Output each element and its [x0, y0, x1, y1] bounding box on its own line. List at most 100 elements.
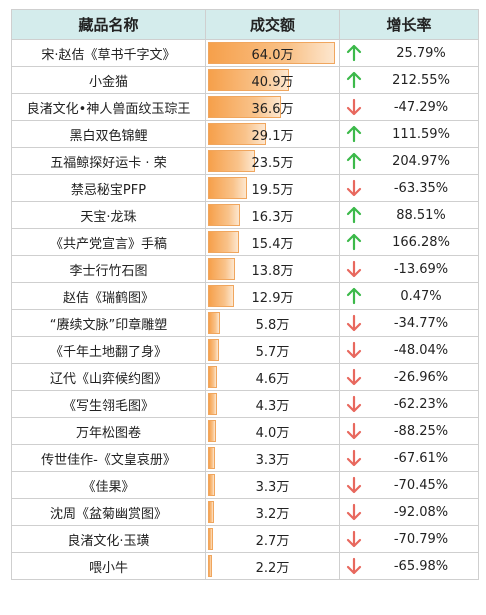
volume-bar — [208, 393, 217, 415]
growth-cell: -62.23% — [339, 390, 479, 418]
growth-value: -65.98% — [393, 558, 449, 574]
collectible-name: “赓续文脉”印章雕塑 — [11, 309, 206, 337]
volume-cell: 3.3万 — [205, 471, 340, 499]
arrow-down-icon — [346, 557, 362, 575]
arrow-up-icon — [346, 233, 362, 251]
growth-cell: -92.08% — [339, 498, 479, 526]
collectible-name: 良渚文化·玉璜 — [11, 525, 206, 553]
table-row: 李士行竹石图 13.8万 -13.69% — [11, 255, 479, 283]
volume-bar — [208, 258, 236, 280]
volume-cell: 15.4万 — [205, 228, 340, 256]
growth-cell: 204.97% — [339, 147, 479, 175]
table-row: 万年松图卷 4.0万 -88.25% — [11, 417, 479, 445]
collectible-name: 《千年土地翻了身》 — [11, 336, 206, 364]
volume-cell: 36.6万 — [205, 93, 340, 121]
table-row: 传世佳作-《文皇哀册》 3.3万 -67.61% — [11, 444, 479, 472]
table-row: 《千年土地翻了身》 5.7万 -48.04% — [11, 336, 479, 364]
volume-value: 13.8万 — [251, 263, 294, 279]
collectible-name: 宋·赵佶《草书千字文》 — [11, 39, 206, 67]
table-row: 赵佶《瑞鹤图》 12.9万 0.47% — [11, 282, 479, 310]
volume-bar — [208, 231, 239, 253]
volume-cell: 3.2万 — [205, 498, 340, 526]
growth-cell: -47.29% — [339, 93, 479, 121]
volume-cell: 19.5万 — [205, 174, 340, 202]
arrow-down-icon — [346, 476, 362, 494]
growth-cell: 111.59% — [339, 120, 479, 148]
collectible-name: 良渚文化•神人兽面纹玉琮王 — [11, 93, 206, 121]
header-row: 藏品名称 成交额 增长率 — [11, 9, 479, 40]
volume-value: 19.5万 — [251, 182, 294, 198]
arrow-down-icon — [346, 314, 362, 332]
arrow-up-icon — [346, 287, 362, 305]
table-row: 辽代《山弈候约图》 4.6万 -26.96% — [11, 363, 479, 391]
growth-cell: 25.79% — [339, 39, 479, 67]
arrow-down-icon — [346, 395, 362, 413]
arrow-down-icon — [346, 530, 362, 548]
growth-value: 166.28% — [392, 234, 450, 250]
volume-bar — [208, 123, 266, 145]
volume-bar — [208, 177, 247, 199]
volume-value: 4.3万 — [255, 398, 290, 414]
table-row: “赓续文脉”印章雕塑 5.8万 -34.77% — [11, 309, 479, 337]
growth-cell: 88.51% — [339, 201, 479, 229]
growth-cell: 212.55% — [339, 66, 479, 94]
growth-cell: -88.25% — [339, 417, 479, 445]
volume-bar — [208, 285, 234, 307]
ranking-table: 藏品名称 成交额 增长率 宋·赵佶《草书千字文》 64.0万 25.79% 小金猫 40… — [11, 9, 479, 580]
volume-cell: 3.3万 — [205, 444, 340, 472]
growth-value: -13.69% — [393, 261, 449, 277]
collectible-name: 喂小牛 — [11, 552, 206, 580]
growth-value: 204.97% — [392, 153, 450, 169]
collectible-name: 五福鲸探好运卡 · 荣 — [11, 147, 206, 175]
table-row: 禁忌秘宝PFP 19.5万 -63.35% — [11, 174, 479, 202]
volume-value: 2.7万 — [255, 533, 290, 549]
collectible-name: 辽代《山弈候约图》 — [11, 363, 206, 391]
growth-cell: 0.47% — [339, 282, 479, 310]
volume-cell: 64.0万 — [205, 39, 340, 67]
volume-cell: 4.0万 — [205, 417, 340, 445]
collectible-name: 万年松图卷 — [11, 417, 206, 445]
collectible-name: 传世佳作-《文皇哀册》 — [11, 444, 206, 472]
volume-value: 3.3万 — [255, 452, 290, 468]
arrow-down-icon — [346, 449, 362, 467]
volume-value: 4.0万 — [255, 425, 290, 441]
growth-cell: -67.61% — [339, 444, 479, 472]
growth-cell: -65.98% — [339, 552, 479, 580]
volume-value: 16.3万 — [251, 209, 294, 225]
volume-bar — [208, 69, 290, 91]
arrow-up-icon — [346, 152, 362, 170]
header-name: 藏品名称 — [11, 9, 206, 40]
arrow-down-icon — [346, 368, 362, 386]
arrow-down-icon — [346, 503, 362, 521]
volume-bar — [208, 528, 214, 550]
arrow-down-icon — [346, 422, 362, 440]
collectible-name: 沈周《盆菊幽赏图》 — [11, 498, 206, 526]
collectible-name: 禁忌秘宝PFP — [11, 174, 206, 202]
volume-cell: 29.1万 — [205, 120, 340, 148]
growth-value: -26.96% — [393, 369, 449, 385]
arrow-up-icon — [346, 71, 362, 89]
growth-value: -62.23% — [393, 396, 449, 412]
volume-cell: 4.3万 — [205, 390, 340, 418]
collectible-name: 黑白双色锦鲤 — [11, 120, 206, 148]
collectible-name: 小金猫 — [11, 66, 206, 94]
volume-bar — [208, 474, 215, 496]
volume-value: 4.6万 — [255, 371, 290, 387]
table-row: 天宝·龙珠 16.3万 88.51% — [11, 201, 479, 229]
growth-cell: -26.96% — [339, 363, 479, 391]
growth-cell: -34.77% — [339, 309, 479, 337]
table-row: 宋·赵佶《草书千字文》 64.0万 25.79% — [11, 39, 479, 67]
growth-cell: -70.45% — [339, 471, 479, 499]
volume-bar — [208, 312, 220, 334]
collectible-name: 李士行竹石图 — [11, 255, 206, 283]
collectible-name: 天宝·龙珠 — [11, 201, 206, 229]
volume-bar — [208, 96, 281, 118]
arrow-up-icon — [346, 44, 362, 62]
volume-cell: 16.3万 — [205, 201, 340, 229]
volume-cell: 12.9万 — [205, 282, 340, 310]
volume-value: 64.0万 — [251, 47, 294, 63]
table-row: 《共产党宣言》手稿 15.4万 166.28% — [11, 228, 479, 256]
volume-cell: 2.2万 — [205, 552, 340, 580]
growth-cell: -48.04% — [339, 336, 479, 364]
growth-value: 212.55% — [392, 72, 450, 88]
